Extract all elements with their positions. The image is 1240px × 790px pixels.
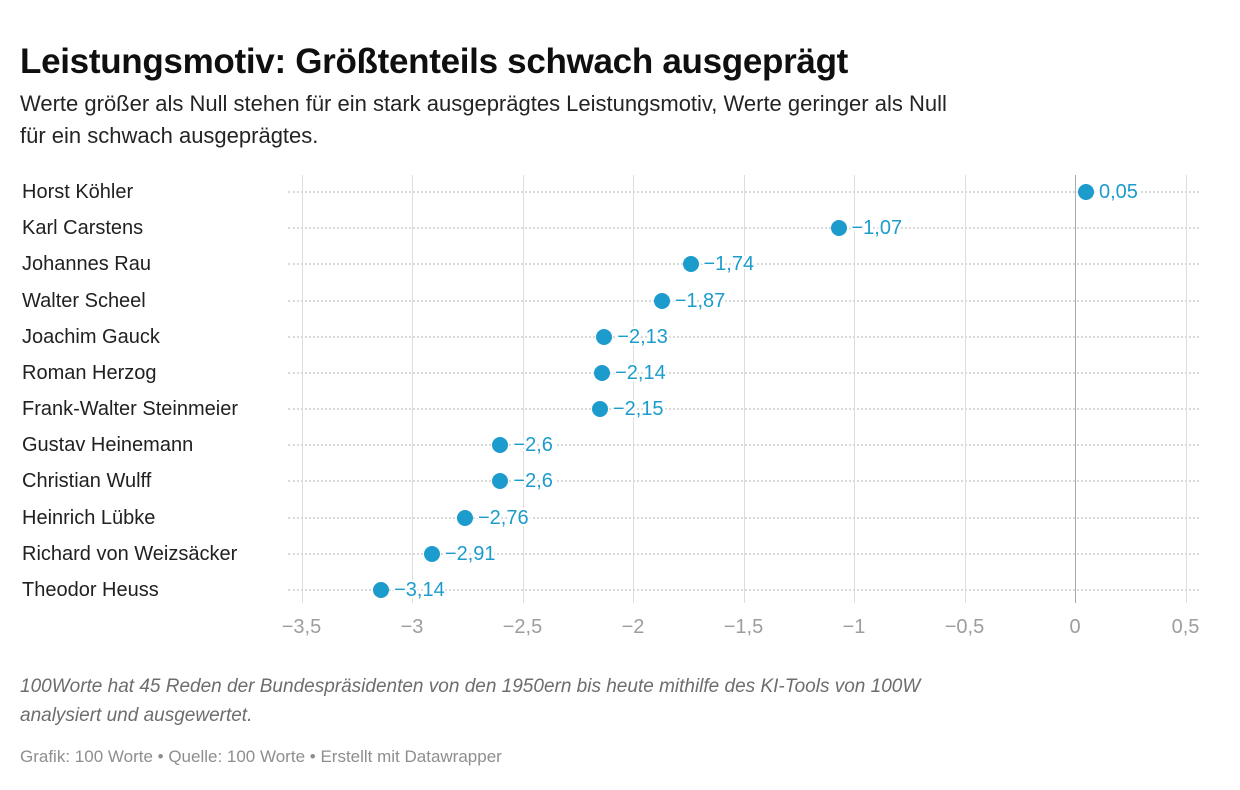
x-gridline — [964, 175, 966, 603]
attribution: Grafik: 100 Worte • Quelle: 100 Worte • … — [20, 746, 502, 768]
category-label: Karl Carstens — [22, 217, 144, 240]
chart-title: Leistungsmotiv: Größtenteils schwach aus… — [20, 42, 849, 82]
data-point-dot[interactable] — [830, 220, 847, 237]
value-label: −2,6 — [513, 470, 553, 493]
chart-notes-line: 100Worte hat 45 Reden der Bundespräsiden… — [20, 676, 921, 697]
x-axis-tick-label: −2,5 — [502, 616, 543, 638]
x-axis-tick-label: −3,5 — [281, 616, 322, 638]
category-label: Theodor Heuss — [22, 578, 159, 601]
x-axis-tick-label: −1 — [842, 616, 866, 638]
x-axis-tick-label: 0,5 — [1171, 616, 1200, 638]
category-label: Joachim Gauck — [22, 325, 160, 348]
x-gridline — [522, 175, 524, 603]
value-label: 0,05 — [1099, 181, 1138, 203]
x-gridline — [301, 175, 303, 603]
data-point-dot[interactable] — [492, 473, 509, 490]
x-axis-tick-label: −0,5 — [944, 616, 985, 638]
data-point-dot[interactable] — [457, 509, 473, 526]
category-label: Richard von Weizsäcker — [22, 542, 238, 565]
chart-notes: 100Worte hat 45 Reden der Bundespräsiden… — [20, 672, 1180, 730]
credit-datawrapper-link[interactable]: Erstellt mit Datawrapper — [320, 747, 502, 766]
chart-subtitle-line: für ein schwach ausgeprägtes. — [20, 123, 319, 148]
category-label: Gustav Heinemann — [22, 434, 194, 457]
x-axis-tick-label: 0 — [1069, 616, 1081, 638]
chart-notes-line: analysiert und ausgewertet. — [20, 705, 253, 726]
x-gridline-zero — [1075, 175, 1076, 603]
data-point-dot[interactable] — [423, 545, 440, 562]
chart-subtitle-line: Werte größer als Null stehen für ein sta… — [20, 91, 947, 116]
x-axis-tick-label: −2 — [621, 616, 645, 638]
x-gridline — [854, 175, 855, 603]
value-label: −1,07 — [851, 217, 903, 240]
x-gridline — [743, 175, 745, 603]
data-point-dot[interactable] — [596, 328, 613, 345]
value-label: −2,15 — [612, 398, 664, 421]
x-gridline — [1185, 175, 1187, 603]
x-gridline — [412, 175, 413, 603]
value-label: −2,91 — [444, 542, 496, 565]
credit-quelle: Quelle: 100 Worte — [168, 747, 306, 766]
value-label: −1,74 — [703, 253, 755, 276]
category-label: Roman Herzog — [22, 361, 157, 384]
category-label: Frank-Walter Steinmeier — [22, 398, 238, 421]
data-point-dot[interactable] — [653, 292, 670, 309]
credit-grafik: Grafik: 100 Worte — [20, 747, 153, 766]
value-label: −2,13 — [617, 325, 668, 348]
value-label: −1,87 — [674, 289, 726, 312]
value-label: −2,6 — [513, 434, 553, 457]
category-label: Horst Köhler — [22, 181, 134, 203]
data-point-dot[interactable] — [594, 364, 611, 381]
value-label: −2,14 — [615, 361, 666, 384]
data-point-dot[interactable] — [1078, 184, 1094, 200]
data-point-dot[interactable] — [591, 401, 608, 418]
value-label: −2,76 — [478, 506, 529, 529]
data-point-dot[interactable] — [373, 582, 390, 598]
x-axis-tick-label: −3 — [400, 616, 424, 638]
data-point-dot[interactable] — [682, 256, 699, 273]
credit-separator: • — [152, 747, 169, 766]
category-label: Heinrich Lübke — [22, 506, 156, 529]
category-label: Johannes Rau — [22, 253, 151, 276]
data-point-dot[interactable] — [492, 437, 509, 454]
value-label: −3,14 — [394, 579, 445, 601]
chart-subtitle: Werte größer als Null stehen für ein sta… — [20, 88, 1210, 152]
category-label: Walter Scheel — [22, 289, 146, 312]
credit-separator: • — [305, 747, 321, 766]
x-axis-tick-label: −1,5 — [723, 616, 764, 638]
category-label: Christian Wulff — [22, 470, 152, 493]
x-gridline — [633, 175, 634, 603]
